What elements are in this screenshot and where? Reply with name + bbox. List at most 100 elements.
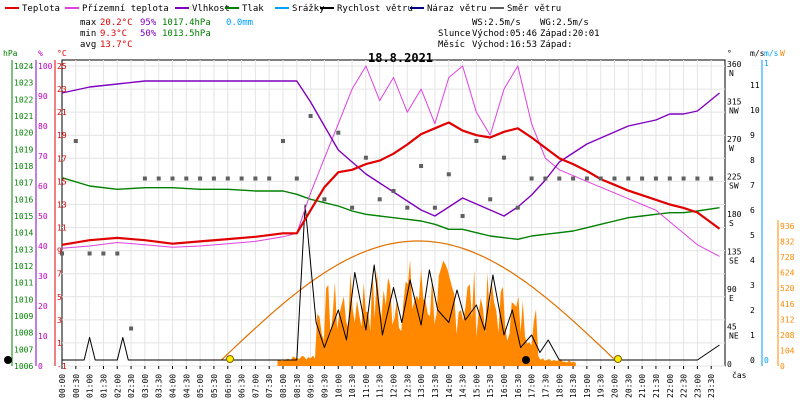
- percent-tick: 60: [38, 182, 48, 191]
- time-tick-label: 03:30: [155, 374, 164, 398]
- time-tick-label: 11:30: [376, 374, 385, 398]
- hpa-tick: 1011: [14, 279, 33, 288]
- watts-tick: 520: [780, 284, 795, 293]
- celsius-tick: 19: [57, 131, 67, 140]
- hpa-tick: 1020: [14, 129, 33, 138]
- time-tick-label: 10:30: [348, 374, 357, 398]
- watts-tick: 728: [780, 253, 795, 262]
- solar-radiation-fill: [277, 259, 576, 366]
- moonset-value: Západ:: [540, 40, 573, 50]
- percent-tick: 30: [38, 272, 48, 281]
- series-line-teplota: [61, 121, 721, 246]
- direction-tick-compass: SE: [729, 257, 739, 266]
- ms-axis-label: m/s: [750, 49, 765, 58]
- ms-right-tick: 0: [764, 356, 769, 365]
- wind-direction-point: [322, 197, 327, 202]
- direction-axis-label: °: [727, 49, 732, 58]
- watts-tick: 624: [780, 269, 795, 278]
- percent-tick: 100: [38, 62, 53, 71]
- wind-direction-point: [571, 176, 576, 181]
- time-tick-label: 02:00: [113, 374, 122, 398]
- ms-tick: 11: [750, 81, 760, 90]
- direction-tick-compass: SW: [729, 182, 739, 191]
- sunrise-marker: [226, 355, 234, 363]
- time-tick-label: 15:00: [472, 374, 481, 398]
- time-axis: 00:00 00:30 01:00 01:30 02:00 02:30 03:00 03:30…: [58, 366, 716, 398]
- time-tick-label: 08:30: [293, 374, 302, 398]
- time-tick-label: 14:30: [459, 374, 468, 398]
- wind-speed-stat: WS:2.5m/s: [472, 18, 521, 28]
- hpa-tick: 1023: [14, 79, 33, 88]
- wind-direction-point: [281, 139, 285, 143]
- celsius-tick: 11: [57, 224, 67, 233]
- ms-right-tick: 1: [764, 59, 769, 68]
- percent-tick: 50: [38, 212, 48, 221]
- wind-direction-point: [142, 176, 147, 181]
- legend-label: Srážky: [292, 4, 325, 14]
- wind-direction-point: [640, 176, 645, 181]
- wind-direction-point: [253, 176, 258, 181]
- hpa-tick: 1022: [14, 95, 33, 104]
- celsius-tick: 9: [57, 247, 62, 256]
- time-tick-label: 21:00: [638, 374, 647, 398]
- wind-direction-point: [170, 176, 175, 181]
- wind-direction-point: [377, 197, 382, 202]
- max-label: max: [80, 18, 97, 28]
- wind-direction-point: [667, 176, 672, 181]
- legend-label: Teplota: [22, 4, 60, 14]
- time-tick-label: 09:30: [320, 374, 329, 398]
- watts-tick: 936: [780, 222, 795, 231]
- wind-direction-point: [598, 176, 603, 181]
- min-humidity: 50%: [140, 29, 157, 39]
- legend-label: Přízemní teplota: [82, 4, 169, 14]
- direction-tick: 360: [727, 60, 742, 69]
- hpa-tick: 1019: [14, 145, 33, 154]
- wind-direction-point: [129, 326, 134, 331]
- time-tick-label: 07:30: [265, 374, 274, 398]
- max-humidity: 95%: [140, 18, 157, 28]
- percent-tick: 70: [38, 152, 48, 161]
- watts-tick: 208: [780, 331, 795, 340]
- time-tick-label: 17:30: [541, 374, 550, 398]
- hpa-tick: 1024: [14, 62, 33, 71]
- ms-tick: 1: [750, 331, 755, 340]
- time-tick-label: 04:30: [182, 374, 191, 398]
- wind-direction-point: [198, 176, 203, 181]
- avg-label: avg: [80, 40, 96, 50]
- min-label: min: [80, 29, 96, 39]
- wind-direction-point: [115, 251, 120, 256]
- direction-tick: 315: [727, 98, 742, 107]
- wind-direction-point: [584, 176, 589, 181]
- wind-direction-point: [474, 139, 479, 143]
- celsius-tick: 25: [57, 62, 67, 71]
- hpa-tick: 1013: [14, 245, 33, 254]
- time-tick-label: 01:00: [86, 374, 95, 398]
- wind-direction-point: [529, 176, 534, 181]
- avg-temp: 13.7°C: [100, 40, 133, 50]
- sun-path-curve: [220, 240, 615, 361]
- time-tick-label: 02:30: [127, 374, 136, 398]
- series-line-tlak: [61, 177, 720, 241]
- wind-direction-point: [557, 176, 562, 181]
- time-tick-label: 00:00: [58, 374, 67, 398]
- time-tick-label: 12:30: [403, 374, 412, 398]
- time-tick-label: 06:00: [224, 374, 233, 398]
- celsius-tick: 3: [57, 316, 62, 325]
- time-tick-label: 12:00: [390, 374, 399, 398]
- hpa-tick: 1009: [14, 312, 33, 321]
- ms-tick: 0: [750, 356, 755, 365]
- rain-total: 0.0mm: [226, 18, 253, 28]
- ms-tick: 6: [750, 206, 755, 215]
- time-tick-label: 05:00: [196, 374, 205, 398]
- wind-gust-stat: WG:2.5m/s: [540, 18, 589, 28]
- watts-tick: 104: [780, 346, 795, 355]
- celsius-tick: 1: [57, 339, 62, 348]
- wind-direction-point: [336, 130, 341, 135]
- chart-title: 18.8.2021: [368, 51, 433, 65]
- wind-direction-point: [308, 114, 313, 118]
- time-tick-label: 17:00: [528, 374, 537, 398]
- solar-radiation-area: [277, 259, 576, 366]
- direction-tick: 135: [727, 248, 742, 257]
- time-tick-label: 22:30: [680, 374, 689, 398]
- direction-tick-compass: NW: [729, 107, 739, 116]
